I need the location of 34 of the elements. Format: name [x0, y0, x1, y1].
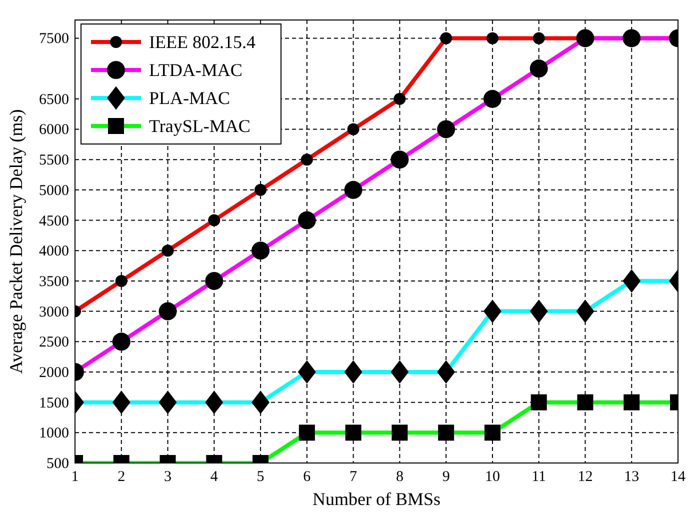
- y-tick-label: 4000: [39, 244, 69, 260]
- y-tick-label: 1500: [39, 395, 69, 412]
- y-tick-label: 500: [46, 456, 69, 472]
- x-tick-label: 9: [442, 469, 450, 485]
- y-tick-label: 5500: [39, 152, 69, 169]
- x-tick-label: 1: [71, 469, 79, 485]
- legend-label: IEEE 802.15.4: [149, 32, 256, 52]
- x-tick-label: 10: [484, 469, 500, 485]
- y-tick-label: 3500: [39, 274, 69, 290]
- y-tick-label: 2000: [39, 364, 69, 381]
- x-axis-title: Number of BMSs: [312, 489, 441, 509]
- y-tick-label: 7500: [39, 31, 69, 48]
- x-tick-label: 12: [578, 469, 593, 485]
- y-tick-label: 6500: [39, 92, 69, 108]
- y-tick-label: 2500: [39, 334, 69, 351]
- x-tick-label: 14: [670, 469, 686, 485]
- x-tick-label: 11: [532, 469, 546, 485]
- x-tick-label: 5: [256, 469, 264, 485]
- x-tick-label: 8: [396, 469, 404, 485]
- y-tick-label: 3000: [39, 304, 69, 320]
- legend-label: PLA-MAC: [149, 88, 230, 108]
- x-tick-label: 4: [210, 469, 218, 485]
- x-tick-label: 3: [164, 469, 172, 485]
- y-tick-label: 1000: [39, 426, 69, 442]
- legend-label: LTDA-MAC: [149, 60, 242, 80]
- x-tick-label: 13: [624, 469, 640, 485]
- x-tick-label: 7: [350, 469, 358, 485]
- y-axis-title: Average Packet Delivery Delay (ms): [6, 109, 26, 374]
- y-tick-label: 4500: [39, 213, 69, 230]
- y-tick-label: 5000: [39, 182, 69, 199]
- legend-label: TraySL-MAC: [149, 116, 250, 136]
- y-tick-label: 6000: [39, 122, 69, 138]
- x-tick-label: 6: [303, 469, 312, 485]
- x-tick-label: 2: [118, 469, 126, 485]
